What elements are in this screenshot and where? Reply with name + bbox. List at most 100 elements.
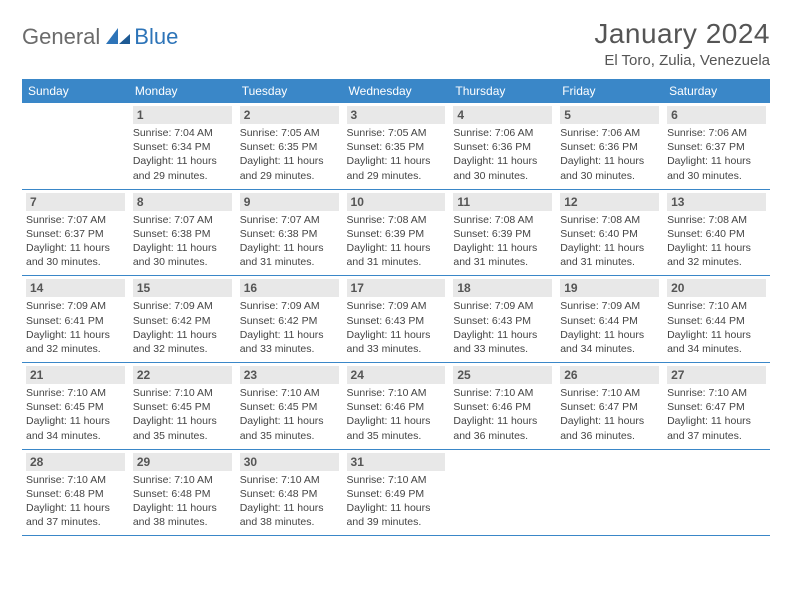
calendar-day-cell: 10Sunrise: 7:08 AMSunset: 6:39 PMDayligh…: [343, 189, 450, 276]
day-info-line: Daylight: 11 hours: [347, 414, 446, 428]
day-info-line: Sunrise: 7:10 AM: [667, 386, 766, 400]
day-info-line: Sunrise: 7:10 AM: [453, 386, 552, 400]
day-info-line: Sunset: 6:45 PM: [133, 400, 232, 414]
day-info-line: Sunset: 6:37 PM: [667, 140, 766, 154]
day-info: Sunrise: 7:08 AMSunset: 6:40 PMDaylight:…: [667, 213, 766, 270]
day-info-line: and 31 minutes.: [240, 255, 339, 269]
day-number: 6: [667, 106, 766, 124]
calendar-day-cell: 27Sunrise: 7:10 AMSunset: 6:47 PMDayligh…: [663, 363, 770, 450]
day-info-line: Sunset: 6:44 PM: [560, 314, 659, 328]
day-info-line: and 30 minutes.: [26, 255, 125, 269]
calendar-day-cell: 9Sunrise: 7:07 AMSunset: 6:38 PMDaylight…: [236, 189, 343, 276]
day-info-line: and 31 minutes.: [347, 255, 446, 269]
day-info: Sunrise: 7:07 AMSunset: 6:37 PMDaylight:…: [26, 213, 125, 270]
day-number: 4: [453, 106, 552, 124]
day-info-line: and 38 minutes.: [240, 515, 339, 529]
day-info: Sunrise: 7:07 AMSunset: 6:38 PMDaylight:…: [133, 213, 232, 270]
day-info-line: Sunrise: 7:10 AM: [26, 473, 125, 487]
day-number: 7: [26, 193, 125, 211]
day-info-line: Daylight: 11 hours: [133, 154, 232, 168]
day-info-line: Sunset: 6:40 PM: [560, 227, 659, 241]
day-info: Sunrise: 7:10 AMSunset: 6:48 PMDaylight:…: [133, 473, 232, 530]
day-info-line: Sunrise: 7:10 AM: [347, 386, 446, 400]
day-info-line: Daylight: 11 hours: [560, 154, 659, 168]
day-info-line: and 29 minutes.: [240, 169, 339, 183]
calendar-day-cell: 7 Sunrise: 7:07 AMSunset: 6:37 PMDaylight…: [22, 189, 129, 276]
page-header: General Blue January 2024 El Toro, Zulia…: [22, 18, 770, 69]
day-number: 9: [240, 193, 339, 211]
day-info: Sunrise: 7:08 AMSunset: 6:39 PMDaylight:…: [347, 213, 446, 270]
day-number: 2: [240, 106, 339, 124]
brand-sail-icon: [104, 26, 132, 46]
day-info-line: Sunset: 6:35 PM: [347, 140, 446, 154]
day-info-line: Sunset: 6:42 PM: [240, 314, 339, 328]
day-info: Sunrise: 7:05 AMSunset: 6:35 PMDaylight:…: [347, 126, 446, 183]
day-info: Sunrise: 7:10 AMSunset: 6:44 PMDaylight:…: [667, 299, 766, 356]
calendar-day-cell: 17Sunrise: 7:09 AMSunset: 6:43 PMDayligh…: [343, 276, 450, 363]
day-info-line: Daylight: 11 hours: [560, 328, 659, 342]
calendar-week-row: 14Sunrise: 7:09 AMSunset: 6:41 PMDayligh…: [22, 276, 770, 363]
day-info-line: Sunset: 6:46 PM: [453, 400, 552, 414]
calendar-day-cell: 25 Sunrise: 7:10 AMSunset: 6:46 PMDayligh…: [449, 363, 556, 450]
day-info-line: Daylight: 11 hours: [26, 328, 125, 342]
calendar-day-cell: 14Sunrise: 7:09 AMSunset: 6:41 PMDayligh…: [22, 276, 129, 363]
day-info-line: and 30 minutes.: [667, 169, 766, 183]
day-info-line: Sunrise: 7:07 AM: [240, 213, 339, 227]
calendar-day-cell: 20Sunrise: 7:10 AMSunset: 6:44 PMDayligh…: [663, 276, 770, 363]
day-info: Sunrise: 7:08 AMSunset: 6:40 PMDaylight:…: [560, 213, 659, 270]
day-info-line: Daylight: 11 hours: [453, 328, 552, 342]
day-number: 1: [133, 106, 232, 124]
day-info-line: Daylight: 11 hours: [240, 414, 339, 428]
day-info: Sunrise: 7:10 AMSunset: 6:45 PMDaylight:…: [26, 386, 125, 443]
day-info-line: and 30 minutes.: [453, 169, 552, 183]
day-info-line: Daylight: 11 hours: [347, 328, 446, 342]
day-info: Sunrise: 7:05 AMSunset: 6:35 PMDaylight:…: [240, 126, 339, 183]
day-info: Sunrise: 7:10 AMSunset: 6:49 PMDaylight:…: [347, 473, 446, 530]
day-info-line: Sunrise: 7:08 AM: [347, 213, 446, 227]
day-info-line: and 32 minutes.: [133, 342, 232, 356]
day-number: 8: [133, 193, 232, 211]
calendar-day-cell: 5Sunrise: 7:06 AMSunset: 6:36 PMDaylight…: [556, 103, 663, 189]
day-info-line: Sunset: 6:43 PM: [453, 314, 552, 328]
day-info: Sunrise: 7:06 AMSunset: 6:36 PMDaylight:…: [453, 126, 552, 183]
day-info: Sunrise: 7:09 AMSunset: 6:44 PMDaylight:…: [560, 299, 659, 356]
day-info: Sunrise: 7:10 AMSunset: 6:47 PMDaylight:…: [667, 386, 766, 443]
day-number: 15: [133, 279, 232, 297]
day-info-line: Sunset: 6:46 PM: [347, 400, 446, 414]
day-info-line: Sunrise: 7:09 AM: [133, 299, 232, 313]
day-number: 30: [240, 453, 339, 471]
day-info-line: and 39 minutes.: [347, 515, 446, 529]
day-info-line: and 35 minutes.: [347, 429, 446, 443]
day-info-line: Sunrise: 7:08 AM: [667, 213, 766, 227]
day-number: 25: [453, 366, 552, 384]
calendar-week-row: 7 Sunrise: 7:07 AMSunset: 6:37 PMDaylight…: [22, 189, 770, 276]
day-info-line: Sunset: 6:47 PM: [667, 400, 766, 414]
day-number: 16: [240, 279, 339, 297]
day-info-line: and 30 minutes.: [133, 255, 232, 269]
day-info-line: Sunset: 6:48 PM: [133, 487, 232, 501]
calendar-day-cell: 28Sunrise: 7:10 AMSunset: 6:48 PMDayligh…: [22, 449, 129, 536]
day-info-line: Daylight: 11 hours: [453, 414, 552, 428]
month-title: January 2024: [594, 18, 770, 50]
day-info-line: Sunset: 6:36 PM: [560, 140, 659, 154]
day-info: Sunrise: 7:09 AMSunset: 6:41 PMDaylight:…: [26, 299, 125, 356]
day-info-line: Sunset: 6:41 PM: [26, 314, 125, 328]
day-info-line: and 34 minutes.: [26, 429, 125, 443]
weekday-header: Saturday: [663, 79, 770, 103]
day-info-line: Sunrise: 7:04 AM: [133, 126, 232, 140]
day-info-line: Daylight: 11 hours: [133, 328, 232, 342]
day-info-line: Daylight: 11 hours: [667, 154, 766, 168]
day-info-line: and 32 minutes.: [667, 255, 766, 269]
day-number: 18: [453, 279, 552, 297]
day-info-line: Daylight: 11 hours: [26, 414, 125, 428]
day-info-line: Sunset: 6:40 PM: [667, 227, 766, 241]
day-info-line: Daylight: 11 hours: [133, 501, 232, 515]
day-info-line: Daylight: 11 hours: [453, 154, 552, 168]
location-text: El Toro, Zulia, Venezuela: [594, 52, 770, 69]
weekday-header: Friday: [556, 79, 663, 103]
calendar-week-row: 21Sunrise: 7:10 AMSunset: 6:45 PMDayligh…: [22, 363, 770, 450]
calendar-day-cell: 4 Sunrise: 7:06 AMSunset: 6:36 PMDaylight…: [449, 103, 556, 189]
day-info-line: Sunrise: 7:10 AM: [560, 386, 659, 400]
day-info: Sunrise: 7:09 AMSunset: 6:42 PMDaylight:…: [240, 299, 339, 356]
day-info: Sunrise: 7:10 AMSunset: 6:48 PMDaylight:…: [26, 473, 125, 530]
